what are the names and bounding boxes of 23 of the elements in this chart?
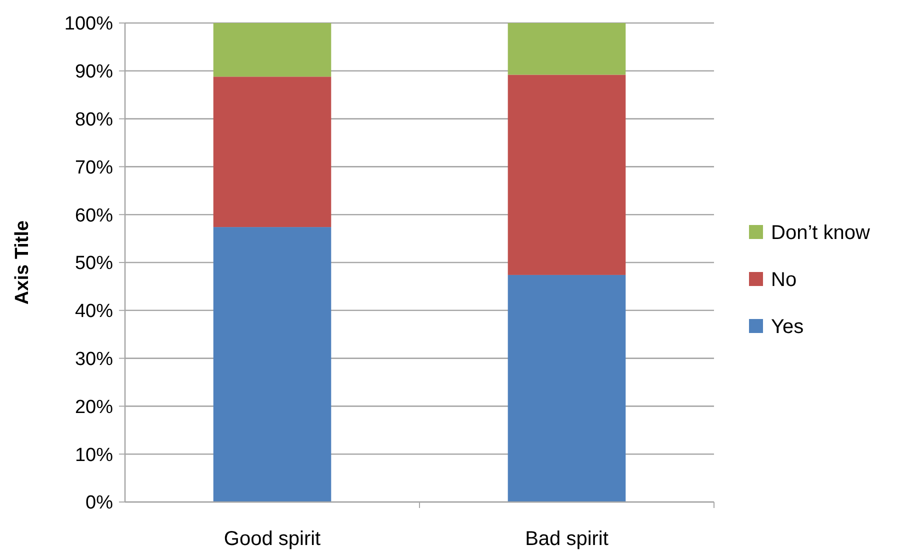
bar <box>508 74 626 275</box>
y-tick-label: 50% <box>74 253 114 274</box>
bar <box>213 76 332 228</box>
y-tick-label: 30% <box>74 348 114 370</box>
y-tick-label: 40% <box>74 301 114 322</box>
y-tick-label: 10% <box>74 444 114 466</box>
y-axis-title: Axis Title <box>12 220 33 305</box>
y-tick-label: 80% <box>74 109 114 130</box>
legend-label: Yes <box>771 316 804 338</box>
legend-label: No <box>771 269 797 291</box>
y-tick-label: 100% <box>64 14 114 35</box>
y-tick-label: 0% <box>86 492 114 514</box>
x-tick-label: Bad spirit <box>525 528 609 550</box>
y-tick-label: 70% <box>74 157 114 178</box>
y-tick-label: 20% <box>74 396 114 418</box>
bar <box>508 23 626 75</box>
bar <box>508 274 626 502</box>
legend-label: Don’t know <box>771 222 870 244</box>
x-tick-label: Good spirit <box>224 528 322 550</box>
y-tick-label: 90% <box>74 62 114 83</box>
bar <box>213 227 332 502</box>
bar <box>213 23 332 77</box>
y-tick-label: 60% <box>74 205 114 226</box>
